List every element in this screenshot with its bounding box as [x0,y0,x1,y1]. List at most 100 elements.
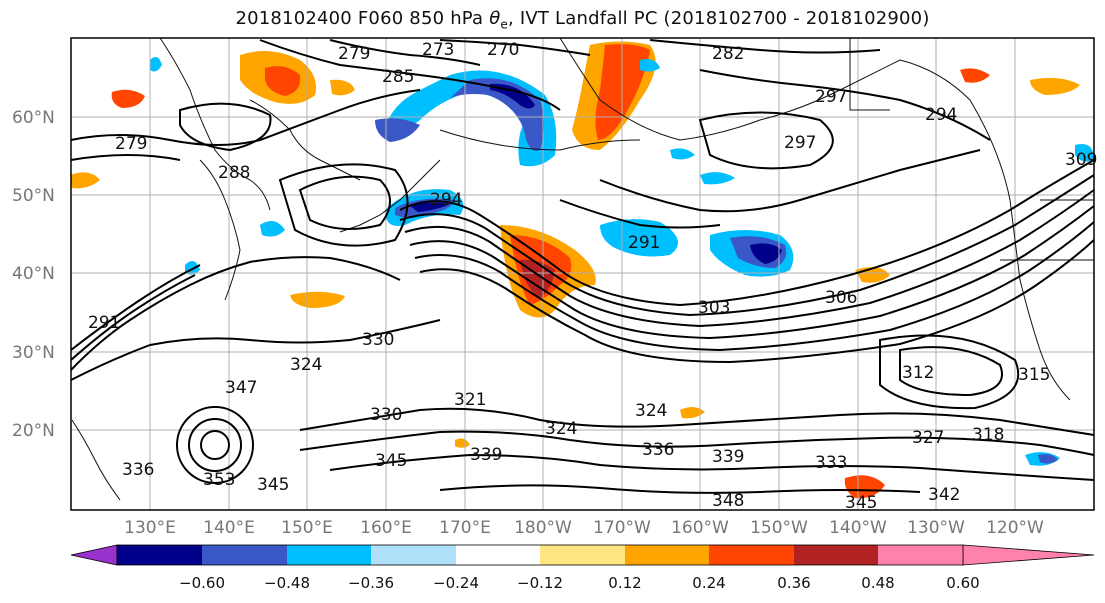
lon-tick-label: 180°W [514,518,572,538]
colorbar-swatch [794,545,878,565]
contour-label: 309 [1065,150,1097,170]
contour-label: 315 [1018,365,1050,385]
lon-tick-label: 150°E [281,518,333,538]
colorbar-extend-low [70,544,118,566]
lat-tick-label: 60°N [12,108,55,128]
contour-label: 330 [362,330,394,350]
contour-label: 324 [545,419,577,439]
contour-label: 339 [712,447,744,467]
contour-label: 285 [382,67,414,87]
contour-label: 336 [122,460,154,480]
colorbar-tick-label: −0.48 [264,574,310,592]
contour-label: 279 [115,134,147,154]
lat-tick-label: 40°N [12,264,55,284]
contour-label: 348 [712,491,744,511]
shade-negative [410,202,450,212]
shade-negative [1075,144,1094,162]
colorbar-tick-label: 0.24 [692,574,725,592]
contour-label: 324 [635,401,667,421]
shade-positive [960,68,990,83]
shade-positive [330,79,355,96]
lon-tick-label: 170°W [593,518,651,538]
colorbar-swatch [625,545,709,565]
lon-tick-label: 130°E [124,518,176,538]
lat-axis: 60°N 50°N 40°N 30°N 20°N [12,108,55,441]
shade-negative [700,172,735,185]
colorbar-swatch [371,545,456,565]
contour-label: 291 [628,233,660,253]
shade-positive [70,172,100,189]
contour-label: 297 [784,133,816,153]
colorbar-tick-label: −0.36 [348,574,394,592]
colorbar-tick-label: −0.24 [433,574,479,592]
coastlines [71,37,1094,501]
colorbar-tick-label: 0.48 [861,574,894,592]
lon-tick-label: 160°W [671,518,729,538]
shading-layer [70,41,1094,499]
colorbar-tick-label: 0.36 [777,574,810,592]
shade-positive [844,475,885,499]
contour-label: 347 [225,378,257,398]
contour-label: 327 [912,428,944,448]
shade-negative [640,59,660,72]
contour-label: 324 [290,355,322,375]
contour-label: 279 [338,44,370,64]
shade-positive [290,291,345,308]
contour-label: 273 [422,40,454,60]
lat-tick-label: 50°N [12,186,55,206]
contour-label: 336 [642,440,674,460]
colorbar-extend-high [962,544,1095,566]
gridlines [71,38,1094,510]
title-prefix: 2018102400 F060 850 hPa [235,8,490,29]
contour-label: 345 [257,475,289,495]
shade-positive [455,438,470,448]
contour-lines [70,39,1095,494]
colorbar-swatch [287,545,371,565]
contour-label: 312 [902,363,934,383]
contour-label: 321 [454,390,486,410]
colorbar-tick-label: −0.12 [517,574,563,592]
contour-label: 291 [88,313,120,333]
shade-positive [1030,77,1080,95]
title-theta: θ [489,8,501,29]
colorbar-swatch [117,545,202,565]
contour-label: 330 [370,405,402,425]
contour-label: 297 [815,87,847,107]
chart-title: 2018102400 F060 850 hPa θe, IVT Landfall… [0,8,1105,32]
shade-negative [1038,454,1058,464]
contour-label: 303 [698,298,730,318]
lon-tick-label: 160°E [360,518,412,538]
shade-negative [490,83,535,109]
contour-label: 333 [815,453,847,473]
colorbar-swatch [709,545,794,565]
colorbar-swatch [540,545,625,565]
colorbar-tick-label: 0.12 [608,574,641,592]
title-sub: e [500,17,509,32]
contour-label: 306 [825,288,857,308]
contour-label: 353 [203,470,235,490]
lon-tick-label: 140°W [829,518,887,538]
colorbar-tick-label: −0.60 [179,574,225,592]
lon-tick-label: 150°W [750,518,808,538]
shade-negative [670,148,695,160]
lat-tick-label: 30°N [12,343,55,363]
colorbar-swatch [456,545,540,565]
lon-tick-label: 120°W [986,518,1044,538]
shade-positive [680,406,705,419]
contour-label: 345 [375,451,407,471]
colorbar-swatch [878,545,963,565]
colorbar-swatch [202,545,287,565]
shade-positive [595,44,650,140]
contour-label: 342 [928,485,960,505]
contour-label: 339 [470,445,502,465]
map-frame [70,37,1095,511]
colorbar: −0.60 −0.48 −0.36 −0.24 −0.12 0.12 0.24 … [70,544,1095,592]
contour-label-layer: 270 273 279 279 282 285 288 291 291 294 … [88,40,1097,513]
contour-label: 288 [218,163,250,183]
contour-label: 294 [925,105,957,125]
contour-label: 294 [430,190,462,210]
title-suffix: , IVT Landfall PC (2018102700 - 20181029… [508,8,930,29]
shade-negative [150,56,162,72]
map-panel: 270 273 279 279 282 285 288 291 291 294 … [70,37,1097,513]
